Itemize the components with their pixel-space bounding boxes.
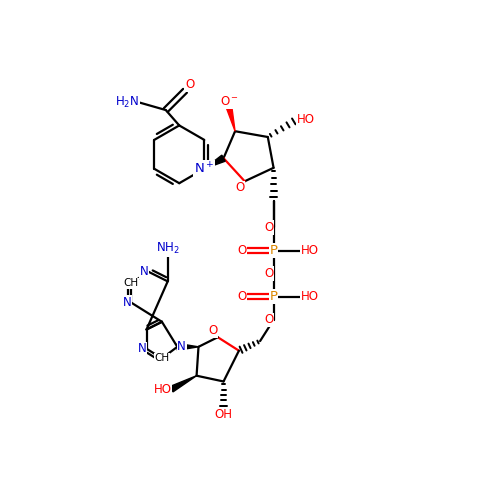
Text: N$^+$: N$^+$ <box>194 161 214 176</box>
Text: HO: HO <box>154 382 172 396</box>
Text: O: O <box>185 78 194 91</box>
Text: HO: HO <box>300 290 318 304</box>
Text: P: P <box>270 290 278 304</box>
Polygon shape <box>204 155 225 169</box>
Text: CH: CH <box>124 278 138 288</box>
Text: N: N <box>122 296 131 309</box>
Text: CH: CH <box>154 354 170 364</box>
Text: O: O <box>264 221 274 234</box>
Text: H$_2$N: H$_2$N <box>114 95 139 110</box>
Text: HO: HO <box>296 113 314 126</box>
Polygon shape <box>226 108 235 131</box>
Text: O: O <box>264 314 274 326</box>
Text: O: O <box>238 244 246 257</box>
Text: O: O <box>208 324 218 337</box>
Text: HO: HO <box>300 244 318 257</box>
Text: O: O <box>236 182 244 194</box>
Text: N: N <box>138 342 146 355</box>
Text: O$^-$: O$^-$ <box>220 95 239 108</box>
Polygon shape <box>170 376 196 392</box>
Text: NH$_2$: NH$_2$ <box>156 242 180 256</box>
Polygon shape <box>178 344 199 350</box>
Text: P: P <box>270 244 278 257</box>
Text: N: N <box>178 340 186 353</box>
Text: N: N <box>140 265 148 278</box>
Text: O: O <box>264 267 274 280</box>
Text: OH: OH <box>214 408 232 422</box>
Text: O: O <box>238 290 246 304</box>
